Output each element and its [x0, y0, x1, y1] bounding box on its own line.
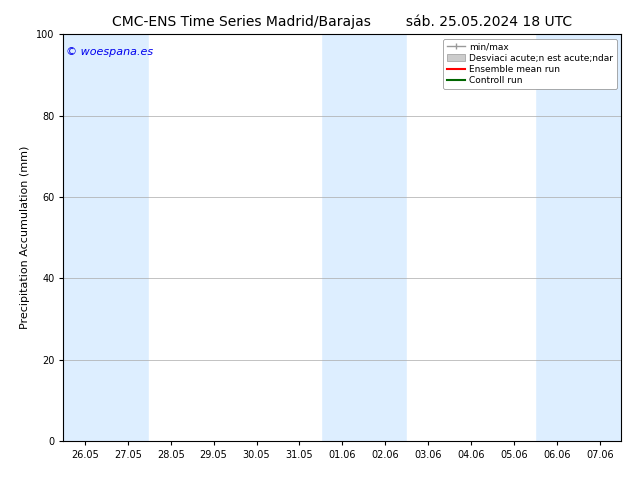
Bar: [407, 34, 450, 441]
Bar: [149, 34, 192, 441]
Bar: [450, 34, 493, 441]
Bar: [493, 34, 536, 441]
Text: © woespana.es: © woespana.es: [66, 47, 153, 56]
Bar: [235, 34, 278, 441]
Title: CMC-ENS Time Series Madrid/Barajas        sáb. 25.05.2024 18 UTC: CMC-ENS Time Series Madrid/Barajas sáb. …: [112, 15, 573, 29]
Bar: [192, 34, 235, 441]
Y-axis label: Precipitation Accumulation (mm): Precipitation Accumulation (mm): [20, 146, 30, 329]
Bar: [278, 34, 321, 441]
Legend: min/max, Desviaci acute;n est acute;ndar, Ensemble mean run, Controll run: min/max, Desviaci acute;n est acute;ndar…: [443, 39, 617, 89]
